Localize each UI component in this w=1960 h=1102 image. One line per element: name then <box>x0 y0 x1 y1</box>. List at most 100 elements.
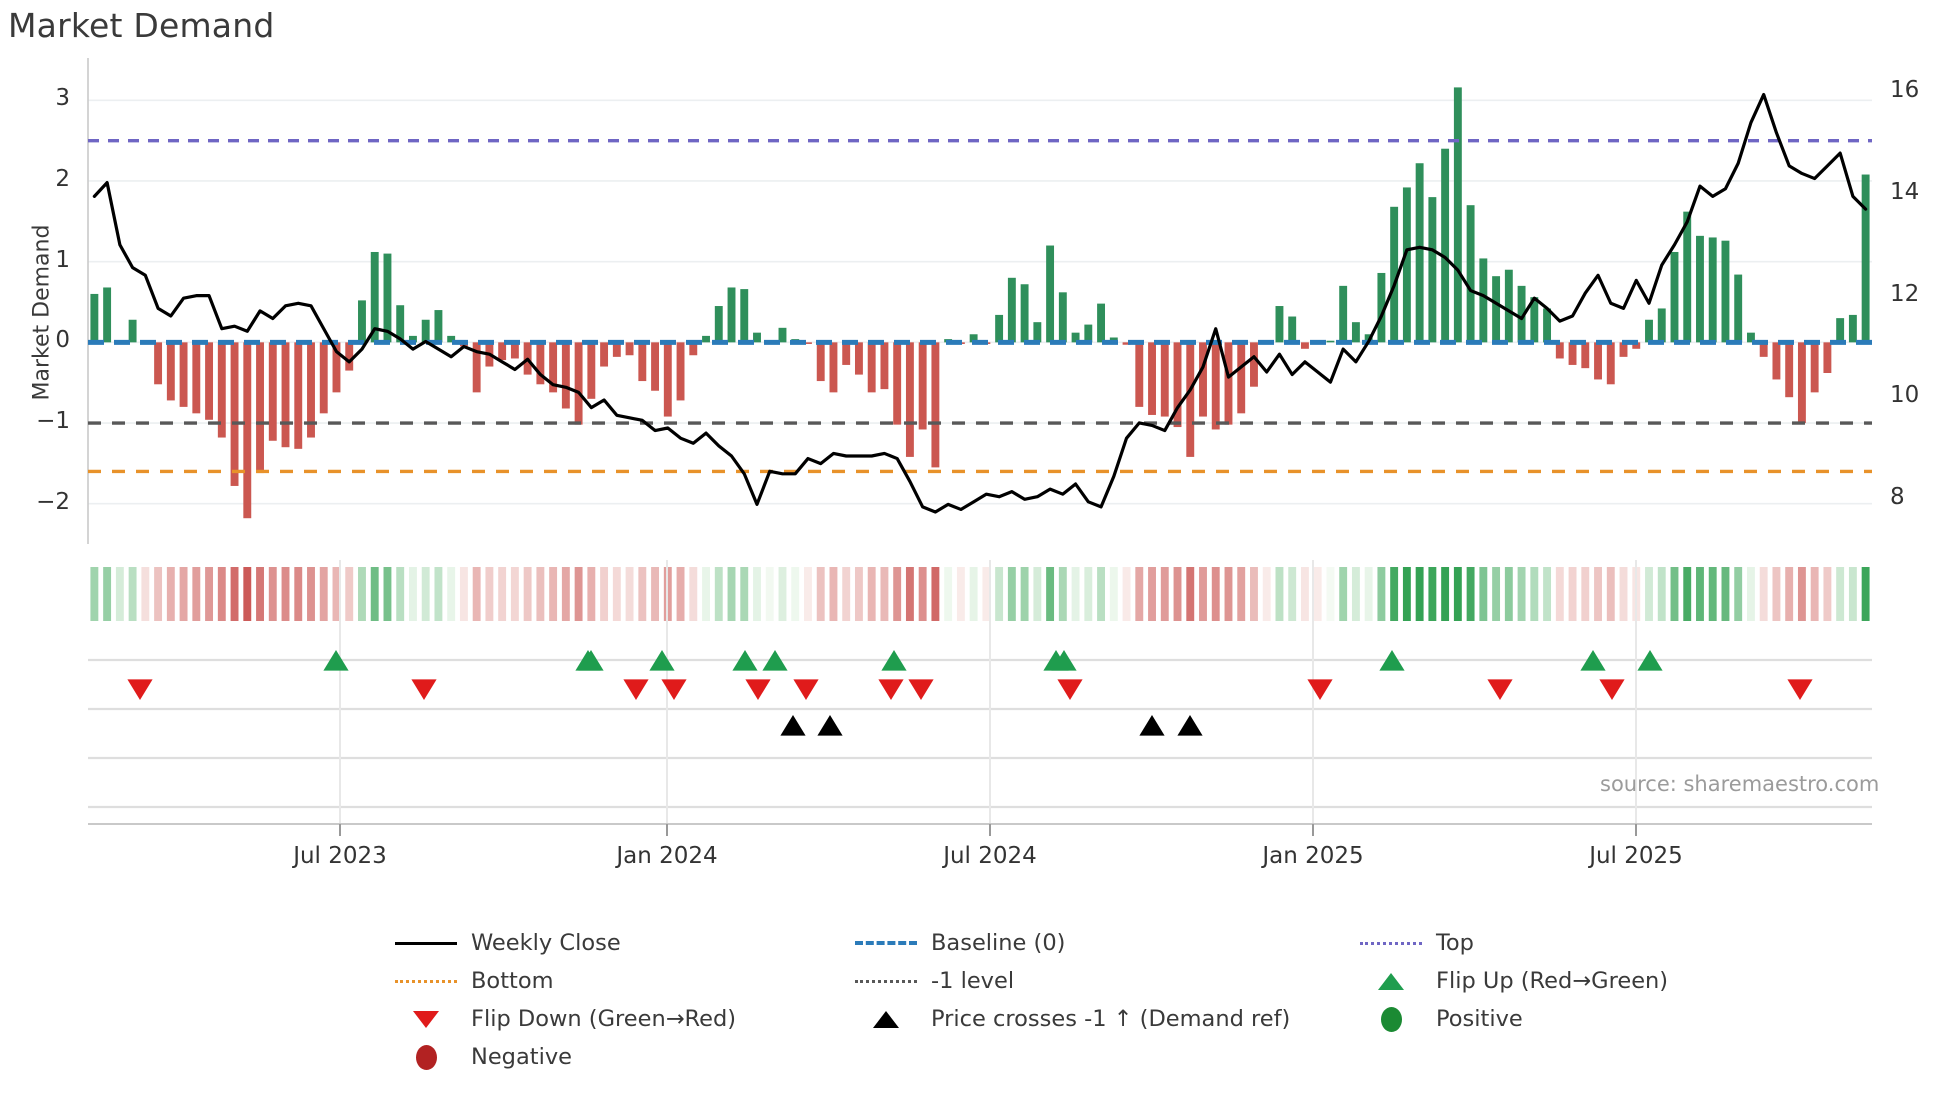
heatmap-cell <box>956 567 965 621</box>
flip-down-marker[interactable] <box>623 679 649 700</box>
left-axis-tick-label: 3 <box>55 85 70 112</box>
legend-item-label: Top <box>1436 930 1474 956</box>
source-note: source: sharemaestro.com <box>1600 772 1880 796</box>
right-axis-tick-label: 8 <box>1890 484 1905 511</box>
heatmap-cell <box>256 567 264 621</box>
demand-bar <box>778 327 787 343</box>
demand-bar <box>1071 332 1080 343</box>
flip-up-marker[interactable] <box>732 650 758 671</box>
flip-down-marker[interactable] <box>1057 679 1083 700</box>
flip-down-marker[interactable] <box>127 679 153 700</box>
heatmap-cell <box>370 567 379 621</box>
heatmap-cell <box>931 567 940 621</box>
demand-bar <box>969 334 978 343</box>
demand-bar <box>1836 318 1845 343</box>
flip-down-marker[interactable] <box>1599 679 1625 700</box>
legend-item[interactable]: Weekly Close <box>395 930 621 956</box>
heatmap-cell <box>345 567 354 621</box>
flip-up-marker[interactable] <box>1637 650 1663 671</box>
legend-item[interactable]: Negative <box>395 1044 572 1070</box>
demand-bar <box>1351 322 1360 343</box>
flip-down-marker[interactable] <box>793 679 819 700</box>
demand-bar <box>663 342 672 417</box>
heatmap-cell <box>1772 567 1781 621</box>
price-cross-marker[interactable] <box>1139 715 1165 736</box>
flip-down-marker[interactable] <box>878 679 904 700</box>
demand-bar <box>905 342 914 457</box>
demand-bar <box>1046 245 1055 343</box>
flip-up-marker[interactable] <box>578 650 604 671</box>
demand-bar <box>536 342 545 385</box>
legend-item[interactable]: Positive <box>1360 1006 1523 1032</box>
legend-item[interactable]: Flip Down (Green→Red) <box>395 1006 736 1032</box>
legend-item[interactable]: -1 level <box>855 968 1014 994</box>
heatmap-cell <box>1466 567 1475 621</box>
demand-bar <box>1415 163 1424 343</box>
flip-up-marker[interactable] <box>1580 650 1606 671</box>
flip-down-marker[interactable] <box>661 679 687 700</box>
heatmap-cell <box>1441 567 1450 621</box>
demand-bar <box>1632 342 1641 349</box>
legend-item[interactable]: Flip Up (Red→Green) <box>1360 968 1668 994</box>
demand-bar <box>1683 211 1692 343</box>
demand-bar <box>1759 342 1768 357</box>
flip-down-marker[interactable] <box>908 679 934 700</box>
legend-item-label: Negative <box>471 1044 572 1070</box>
minus-one-line-swatch <box>855 968 917 994</box>
heatmap-cell <box>1135 567 1144 621</box>
page-title: Market Demand <box>8 6 275 45</box>
heatmap-cell <box>1683 567 1692 621</box>
flip-up-marker[interactable] <box>762 650 788 671</box>
demand-bar <box>332 342 341 393</box>
heatmap-cell <box>332 567 341 621</box>
heatmap-cell <box>727 567 736 621</box>
demand-bar <box>294 342 303 449</box>
flip-down-marker[interactable] <box>745 679 771 700</box>
flip-up-marker[interactable] <box>1051 650 1077 671</box>
heatmap-cell <box>905 567 914 621</box>
heatmap-cell <box>625 567 634 621</box>
heatmap-cell <box>1810 567 1819 621</box>
demand-bar <box>740 289 749 343</box>
price-cross-marker[interactable] <box>817 715 843 736</box>
demand-bar <box>1606 342 1615 385</box>
negative-dot-icon <box>395 1044 457 1070</box>
flip-up-marker[interactable] <box>1379 650 1405 671</box>
price-cross-marker[interactable] <box>1177 715 1203 736</box>
flip-down-marker[interactable] <box>1487 679 1513 700</box>
demand-bar <box>1530 297 1539 343</box>
legend-item[interactable]: Bottom <box>395 968 554 994</box>
flip-down-marker[interactable] <box>1787 679 1813 700</box>
legend-item[interactable]: Baseline (0) <box>855 930 1065 956</box>
demand-bar <box>612 342 621 357</box>
heatmap-cell <box>1594 567 1602 621</box>
legend-item-label: Bottom <box>471 968 554 994</box>
flip-up-marker[interactable] <box>881 650 907 671</box>
demand-bar <box>918 342 927 430</box>
right-axis-tick-label: 10 <box>1890 382 1920 409</box>
heatmap-cell <box>1020 567 1029 621</box>
heatmap-cell <box>536 567 545 621</box>
flip-up-marker[interactable] <box>323 650 349 671</box>
demand-bar <box>1020 284 1029 343</box>
heatmap-cell <box>396 567 405 621</box>
legend-item[interactable]: Price crosses -1 ↑ (Demand ref) <box>855 1006 1290 1032</box>
flip-down-marker[interactable] <box>1307 679 1333 700</box>
flip-down-marker[interactable] <box>411 679 437 700</box>
legend-item[interactable]: Top <box>1360 930 1474 956</box>
heatmap-cell <box>523 567 532 621</box>
weekly-close-line <box>92 92 1868 514</box>
demand-bar <box>1237 342 1246 414</box>
demand-bar <box>1517 285 1526 343</box>
heatmap-cell <box>1084 567 1093 621</box>
heatmap-cell <box>1160 567 1169 621</box>
price-cross-marker[interactable] <box>780 715 806 736</box>
legend-item-label: Positive <box>1436 1006 1523 1032</box>
demand-bar <box>1797 342 1806 424</box>
heatmap-cell <box>880 567 889 621</box>
heatmap-cell <box>791 567 800 621</box>
heatmap-cell <box>1415 567 1424 621</box>
flip-up-marker[interactable] <box>649 650 675 671</box>
demand-bar <box>1250 342 1258 387</box>
heatmap-cell <box>1568 567 1577 621</box>
